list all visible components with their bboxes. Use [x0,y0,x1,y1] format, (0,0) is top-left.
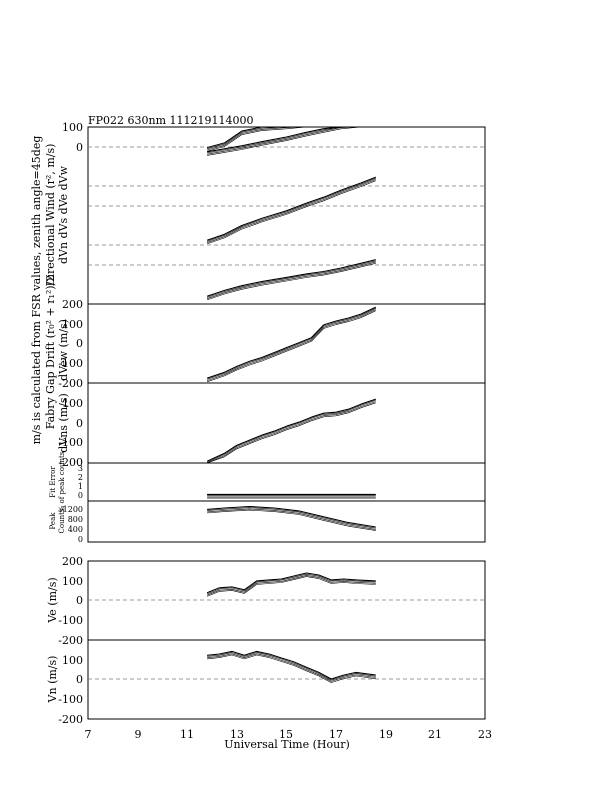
ylabel-p4-secondary: % of peak counts [58,451,66,512]
series-line-p1-dVs-3 [207,180,376,245]
series-line-p1-dVn-2 [207,261,376,299]
series-line-p6-Ve-1 [206,573,376,595]
xtick-21: 21 [428,728,442,741]
ylabel-p5-secondary: Counts [58,508,66,533]
ylabel-p5: Peak [49,512,57,530]
ytick-p5-1200: 1200 [63,505,83,514]
xtick-11: 11 [180,728,194,741]
xtick-9: 9 [135,728,142,741]
ytick-p2-m200: -200 [58,377,83,390]
ytick-p5-0: 0 [78,535,83,544]
panel-vn [87,639,486,720]
series-line-p7-Vn-3 [207,654,376,683]
series-line-p6-Ve-0 [206,572,376,594]
series-line-p1-dVn-0 [206,259,376,297]
ytick-p7-100: 100 [62,654,83,667]
panel-dvns [87,382,486,464]
series-line-p2-dVew-1 [207,308,376,380]
series-line-p6-Ve-2 [206,575,376,596]
ylabel-p2: Fabry Gap Drift (r₀² + r₁²)/2 [44,275,57,430]
series-line-p1-dVs-2 [207,179,376,243]
panel-fit-error [87,462,486,502]
ytick-p3-0: 0 [76,417,83,430]
data-traces [206,126,377,683]
series-line-p1-dVs-0 [206,176,377,241]
ytick-p6-0: 0 [76,594,83,607]
panel-ve [87,560,486,641]
xtick-19: 19 [379,728,393,741]
ytick-p4-2: 2 [78,473,83,482]
panel-peak-counts [87,500,486,543]
ytick-p7-m200: -200 [58,713,83,726]
ytick-p4-1: 1 [78,482,83,491]
series-line-p7-Vn-2 [207,653,376,682]
ytick-p2-m100: -100 [58,357,83,370]
ytick-p4-3: 3 [78,464,83,473]
series-line-p3-dVns-2 [206,401,376,464]
ylabel-p4: Fit Error [49,466,57,498]
series-line-p5-peak-counts-1 [207,507,376,529]
ytick-p2-200: 200 [62,298,83,311]
series-line-p2-dVew-3 [207,310,376,383]
series-line-p1-dVn-1 [207,260,376,298]
series-line-p1-dVe-3 [207,126,376,156]
series-line-p1-dVn-3 [207,263,376,301]
ytick-p7-0: 0 [76,673,83,686]
xtick-17: 17 [329,728,343,741]
ytick-p2-0: 0 [76,337,83,350]
series-line-p2-dVew-2 [207,309,376,381]
ytick-p7-m100: -100 [58,693,83,706]
ytick-p6-m100: -100 [58,614,83,627]
series-line-p1-dVe-2 [207,126,376,155]
ytick-p3-100: 100 [62,397,83,410]
xtick-7: 7 [85,728,92,741]
ytick-p5-400: 400 [68,525,83,534]
x-axis-label: Universal Time (Hour) [224,738,350,751]
series-line-p5-peak-counts-3 [207,509,376,531]
series-line-p6-Ve-3 [206,576,376,597]
panel-dvew [87,303,486,384]
series-line-p3-dVns-0 [206,398,376,462]
series-line-p3-dVns-1 [206,400,376,463]
xtick-23: 23 [478,728,492,741]
series-line-p1-dVs-1 [207,178,376,242]
ylabel-p6: Ve (m/s) [46,577,59,623]
ylabel-p7: Vn (m/s) [46,656,59,704]
ytick-p1-0: 0 [76,141,83,154]
series-line-p7-Vn-0 [207,650,376,680]
ylabel-p1: Directional Wind (r², m/s) [44,144,57,287]
series-line-p7-Vn-1 [207,652,376,681]
ytick-p2-100: 100 [62,318,83,331]
ylabel-shared: m/s is calculated from FSR values, zenit… [30,136,43,445]
ytick-p3-m100: -100 [58,436,83,449]
ytick-p1-100: 100 [62,121,83,134]
ytick-p5-800: 800 [68,515,83,524]
ytick-p6-m200: -200 [58,634,83,647]
ylabel-p2-secondary: dVew (m/s) [57,319,70,381]
ytick-p6-100: 100 [62,575,83,588]
x-tick-labels: 7 9 11 13 15 17 19 21 23 [85,728,493,741]
ytick-p6-200: 200 [62,555,83,568]
dashed-gridlines [88,146,485,680]
y-axis-labels: dVn dVs dVe dVw Directional Wind (r², m/… [30,136,70,704]
xtick-13: 13 [230,728,244,741]
xtick-15: 15 [279,728,293,741]
ytick-p3-m200: -200 [58,456,83,469]
series-line-p5-peak-counts-2 [207,508,376,530]
series-line-p2-dVew-0 [206,306,377,379]
series-line-p5-peak-counts-0 [207,505,376,528]
series-line-p3-dVns-3 [206,402,376,464]
ytick-p4-0: 0 [78,491,83,500]
y-tick-labels: 100 0 200 100 0 -100 -200 100 0 -100 -20… [58,121,83,726]
ylabel-p3-secondary: dVns (m/s) [57,393,70,453]
chart-title: FP022 630nm 111219114000 [88,114,254,127]
ylabel-p1-secondary: dVn dVs dVe dVw [57,165,70,264]
